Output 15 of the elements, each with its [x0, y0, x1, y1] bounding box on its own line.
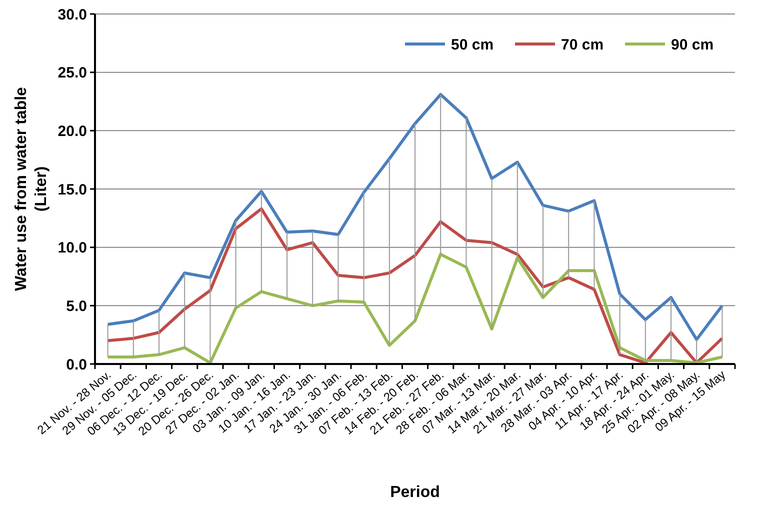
legend-label: 70 cm — [561, 36, 604, 54]
y-tick-label: 10.0 — [58, 240, 87, 257]
legend-label: 50 cm — [451, 36, 494, 54]
line-series — [106, 252, 724, 364]
y-tick-label: 0.0 — [66, 356, 87, 374]
x-axis-title: Period — [390, 484, 440, 501]
y-tick-label: 25.0 — [58, 64, 87, 82]
y-tick-label: 15.0 — [58, 181, 87, 198]
y-tick-label: 20.0 — [58, 122, 87, 140]
legend-label: 90 cm — [671, 36, 714, 54]
y-tick-label: 5.0 — [66, 298, 87, 315]
line-series — [106, 93, 724, 341]
line-series — [106, 207, 724, 364]
y-tick-label: 30.0 — [58, 6, 87, 24]
y-axis-title: Water use from water table (Liter) — [13, 86, 50, 291]
